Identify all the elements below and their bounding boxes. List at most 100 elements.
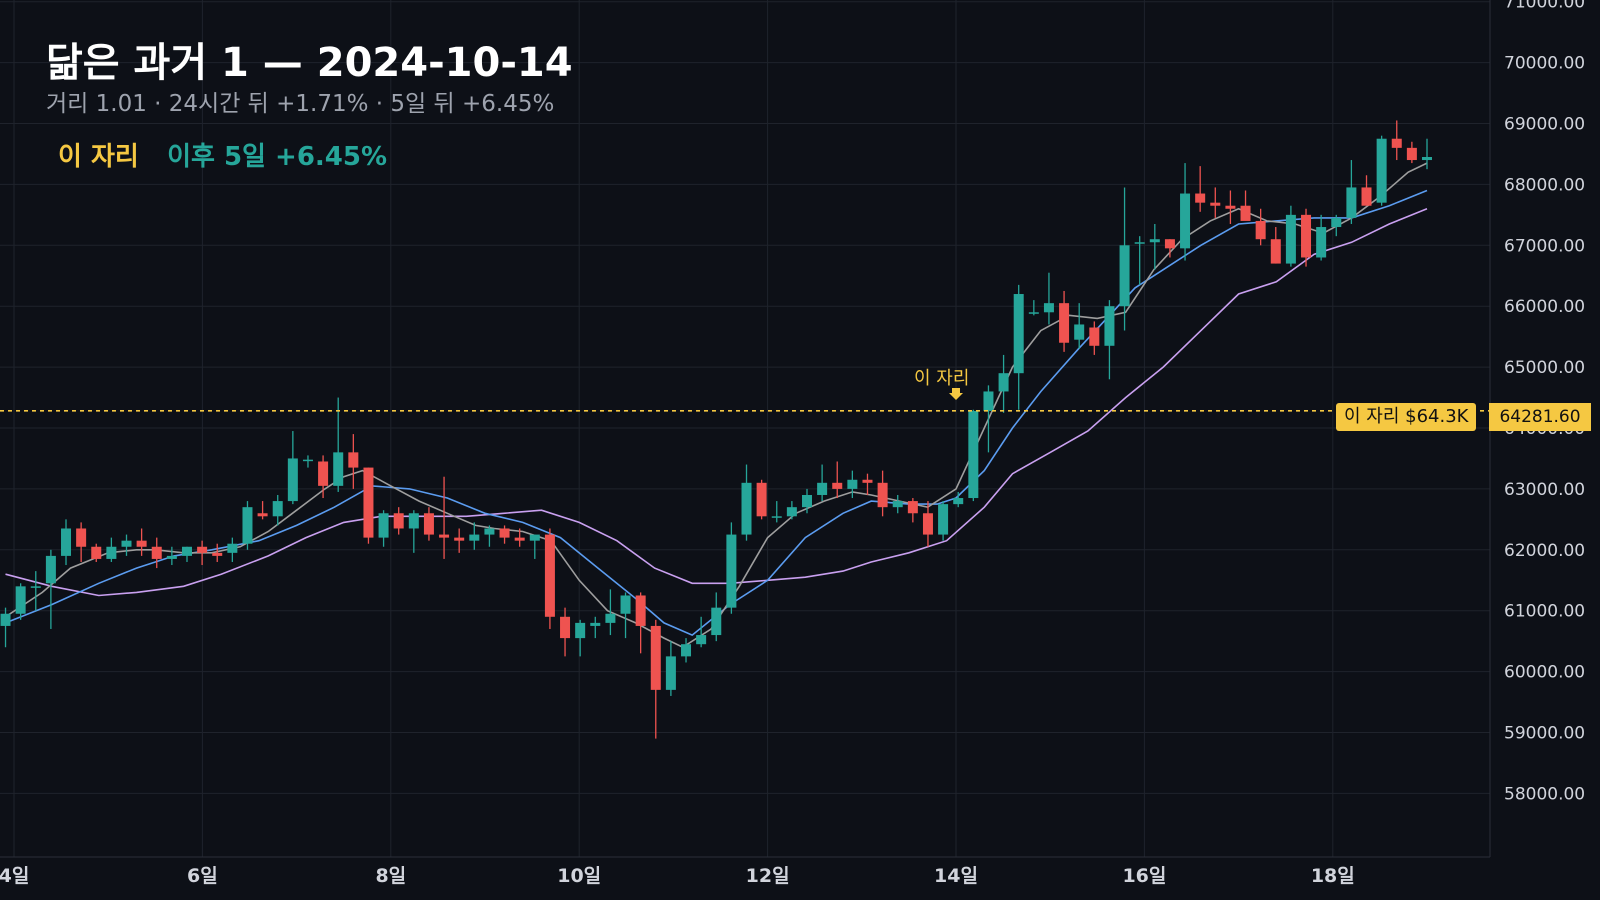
x-tick-label: 6일 (187, 865, 218, 887)
pattern-tag-row: 이 자리 이후 5일 +6.45% (58, 136, 387, 173)
candle-body (756, 482, 767, 517)
candle-body (1104, 306, 1115, 346)
candle-body (287, 458, 298, 502)
candle-body (1331, 217, 1342, 228)
y-tick-label: 61000.00 (1504, 602, 1585, 622)
candle-body (423, 513, 434, 535)
candle-body (1361, 187, 1372, 206)
candle-body (1240, 205, 1251, 221)
candle-body (1180, 193, 1191, 249)
candle-body (801, 494, 812, 508)
x-tick-label: 18일 (1311, 865, 1355, 887)
candle-body (393, 513, 404, 529)
candle-body (454, 537, 465, 541)
candle-body (408, 513, 419, 529)
candle-body (106, 546, 117, 559)
chart-subtitle: 거리 1.01 · 24시간 뒤 +1.71% · 5일 뒤 +6.45% (46, 91, 555, 117)
y-tick-label: 58000.00 (1504, 784, 1585, 804)
candle-body (1270, 239, 1281, 264)
candle-body (378, 513, 389, 538)
candle-body (1195, 193, 1206, 203)
candle-body (953, 498, 964, 505)
candle-body (1043, 303, 1054, 313)
candle-body (151, 546, 162, 559)
candle-body (61, 528, 72, 556)
candle-body (1149, 239, 1160, 243)
candle-body (76, 528, 87, 547)
candle-body (832, 482, 843, 489)
candle-body (318, 461, 329, 486)
candle-body (635, 595, 646, 626)
candle-body (605, 613, 616, 623)
candle-body (711, 607, 722, 636)
candle-body (529, 534, 540, 541)
candle-body (560, 616, 571, 639)
marker-axis-tag: 64281.60 (1489, 403, 1591, 431)
marker-label: 이 자리 (914, 368, 970, 389)
candle-body (166, 555, 177, 559)
candle-body (136, 540, 147, 547)
candle-body (484, 528, 495, 535)
candle-body (786, 507, 797, 517)
candle-body (1013, 294, 1024, 374)
candle-body (30, 586, 41, 588)
candle-body (257, 513, 268, 517)
y-tick-label: 65000.00 (1504, 358, 1585, 378)
candle-body (907, 501, 918, 514)
candle-body (681, 644, 692, 657)
candle-body (121, 540, 132, 547)
marker-price-tag: 이 자리 $64.3K (1336, 403, 1477, 431)
candle-body (665, 656, 676, 690)
x-tick-label: 10일 (557, 865, 601, 887)
candle-body (741, 482, 752, 535)
candle-body (1134, 242, 1145, 244)
candle-body (650, 625, 661, 690)
candle-body (726, 534, 737, 608)
candle-body (590, 622, 601, 626)
chart-title: 닮은 과거 1 — 2024-10-14 (46, 40, 573, 86)
candle-body (1164, 239, 1175, 249)
y-tick-label: 69000.00 (1504, 115, 1585, 135)
candle-body (45, 555, 56, 584)
y-tick-label: 62000.00 (1504, 541, 1585, 561)
candle-body (91, 546, 102, 559)
x-tick-label: 4일 (0, 865, 29, 887)
pattern-tag-label: 이 자리 (58, 142, 139, 172)
candle-body (817, 482, 828, 495)
candle-body (227, 543, 238, 553)
y-tick-label: 67000.00 (1504, 236, 1585, 256)
candle-body (181, 546, 192, 556)
y-tick-label: 70000.00 (1504, 54, 1585, 74)
candle-body (862, 479, 873, 483)
ma-mid-line (5, 189, 1428, 637)
candle-body (575, 622, 586, 639)
candle-body (1285, 214, 1296, 264)
candle-body (892, 501, 903, 508)
candle-body (1089, 327, 1100, 346)
candle-body (514, 537, 525, 541)
ma-long-line (5, 208, 1428, 597)
candle-body (1225, 205, 1236, 209)
candle-body (544, 534, 555, 617)
candle-body (333, 452, 344, 486)
x-tick-label: 12일 (746, 865, 790, 887)
candle-body (1301, 214, 1312, 258)
candle-body (469, 534, 480, 541)
candle-body (363, 467, 374, 538)
candle-body (1028, 312, 1039, 314)
candle-body (1255, 220, 1266, 240)
y-tick-label: 60000.00 (1504, 663, 1585, 683)
candle-body (1376, 138, 1387, 203)
marker-arrow-icon (949, 388, 963, 400)
x-tick-label: 16일 (1122, 865, 1166, 887)
candle-body (1391, 138, 1402, 148)
candle-body (197, 546, 208, 553)
candle-body (1210, 202, 1221, 206)
y-tick-label: 71000.00 (1504, 0, 1585, 13)
candle-body (1346, 187, 1357, 218)
y-tick-label: 63000.00 (1504, 480, 1585, 500)
candle-body (439, 534, 450, 538)
